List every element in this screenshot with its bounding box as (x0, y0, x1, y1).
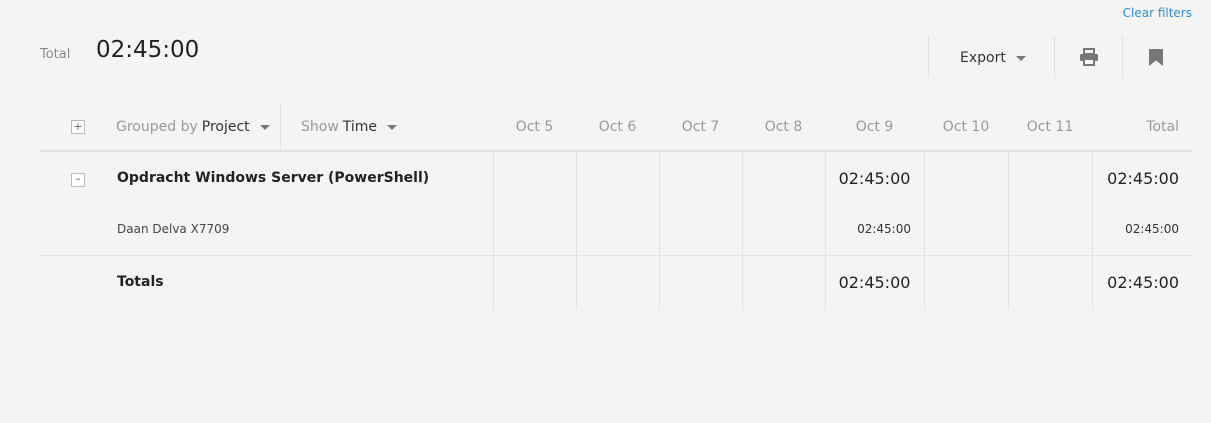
total-label: Total (40, 47, 71, 62)
table-header: + Grouped by Project Show Time Oct 5 Oct… (40, 104, 1192, 152)
day-header: Oct 6 (598, 119, 637, 135)
chevron-down-icon (387, 124, 398, 130)
user-total: 02:45:00 (1125, 222, 1179, 236)
toolbar-divider (1054, 36, 1055, 78)
show-prefix: Show (301, 119, 339, 135)
group-by-dropdown[interactable]: Grouped by Project (116, 104, 270, 150)
export-label: Export (960, 50, 1006, 66)
day-header: Oct 5 (515, 119, 554, 135)
table-body: – Opdracht Windows Server (PowerShell) 0… (40, 152, 1192, 310)
project-day-value: 02:45:00 (838, 168, 911, 188)
bookmark-button[interactable] (1144, 44, 1168, 70)
table-row-project: – Opdracht Windows Server (PowerShell) 0… (40, 152, 1192, 204)
group-by-prefix: Grouped by (116, 119, 198, 135)
column-divider (924, 152, 925, 310)
column-divider (493, 152, 494, 310)
column-divider (1092, 152, 1093, 310)
day-header: Oct 7 (681, 119, 720, 135)
print-button[interactable] (1077, 44, 1101, 70)
total-header: Total (1146, 119, 1179, 135)
expand-all-button[interactable]: + (71, 120, 85, 134)
toolbar-divider (1122, 36, 1123, 78)
totals-label: Totals (117, 274, 164, 290)
toolbar-divider (928, 36, 929, 78)
column-divider (576, 152, 577, 310)
column-divider (825, 152, 826, 310)
printer-icon (1080, 48, 1098, 66)
totals-total: 02:45:00 (1107, 272, 1179, 292)
show-value: Time (342, 119, 378, 135)
report-table: + Grouped by Project Show Time Oct 5 Oct… (40, 104, 1192, 310)
table-row-user: Daan Delva X7709 02:45:00 02:45:00 (40, 204, 1192, 254)
day-header: Oct 9 (855, 119, 894, 135)
column-divider (1008, 152, 1009, 310)
user-name: Daan Delva X7709 (117, 222, 230, 236)
bookmark-icon (1149, 48, 1163, 66)
export-button[interactable]: Export (960, 46, 1026, 70)
table-row-totals: Totals 02:45:00 02:45:00 (40, 256, 1192, 308)
chevron-down-icon (1015, 55, 1026, 61)
total-value: 02:45:00 (96, 37, 200, 63)
show-dropdown[interactable]: Show Time (301, 104, 398, 150)
row-divider (40, 255, 1192, 256)
day-header: Oct 10 (942, 119, 990, 135)
day-header: Oct 11 (1026, 119, 1074, 135)
user-day-value: 02:45:00 (857, 222, 911, 236)
clear-filters-link[interactable]: Clear filters (1122, 6, 1192, 20)
column-divider (742, 152, 743, 310)
column-divider (659, 152, 660, 310)
day-header: Oct 8 (764, 119, 803, 135)
project-total: 02:45:00 (1107, 168, 1179, 188)
chevron-down-icon (259, 124, 270, 130)
collapse-button[interactable]: – (71, 173, 85, 187)
project-name: Opdracht Windows Server (PowerShell) (117, 170, 430, 186)
group-by-value: Project (201, 119, 250, 135)
header-divider (280, 104, 281, 150)
totals-day-value: 02:45:00 (838, 272, 911, 292)
